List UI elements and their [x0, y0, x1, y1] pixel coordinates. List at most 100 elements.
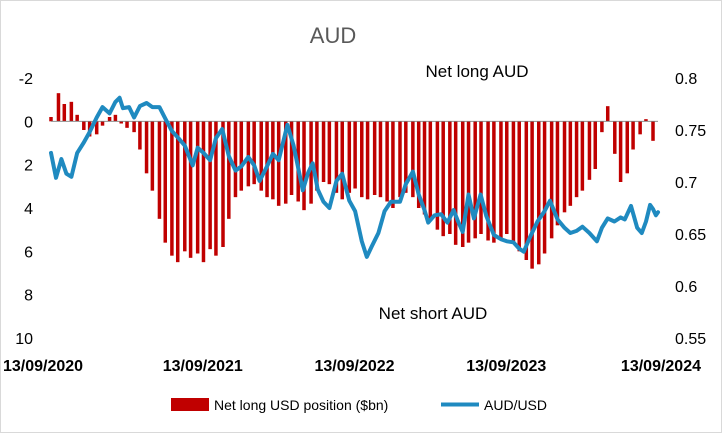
bar-86: [593, 121, 598, 169]
bar-90: [618, 121, 623, 182]
line-layer: [49, 95, 660, 259]
bar-25: [208, 121, 212, 250]
bar-17: [157, 121, 162, 219]
bar-82: [568, 121, 573, 206]
x-tick-0: 13/09/2020: [3, 358, 83, 375]
bar-42: [315, 121, 319, 191]
bar-61: [435, 121, 440, 230]
bar-68: [479, 121, 483, 234]
bar-3: [69, 101, 74, 122]
bar-2: [62, 104, 67, 122]
chart-title: AUD: [310, 23, 356, 48]
bar-50: [365, 121, 370, 200]
bar-10: [113, 114, 118, 122]
bar-13: [132, 121, 136, 133]
bar-60: [428, 121, 433, 221]
bar-66: [466, 121, 471, 243]
bar-70: [492, 121, 496, 243]
bar-43: [321, 121, 326, 182]
bar-15: [144, 121, 149, 174]
bar-74: [517, 121, 521, 252]
bar-65: [460, 121, 465, 247]
right-tick-0: 0.8: [675, 71, 697, 88]
left-tick-5: 8: [24, 288, 33, 305]
bar-73: [511, 121, 516, 243]
bar-95: [651, 121, 655, 141]
bar-85: [587, 121, 592, 180]
bar-62: [441, 121, 445, 237]
bar-21: [183, 121, 187, 252]
bar-32: [252, 121, 256, 185]
bar-71: [499, 121, 503, 239]
right-tick-1: 0.75: [675, 123, 706, 140]
bar-91: [625, 121, 630, 174]
right-tick-4: 0.6: [675, 279, 697, 296]
bar-8: [100, 121, 105, 126]
bar-87: [600, 121, 604, 133]
bar-52: [378, 121, 383, 198]
bar-7: [94, 121, 99, 135]
bar-11: [119, 121, 123, 124]
bar-76: [530, 121, 534, 269]
x-tick-3: 13/09/2023: [466, 358, 546, 375]
bar-64: [453, 121, 458, 245]
bar-5: [82, 121, 86, 130]
bar-94: [644, 119, 648, 122]
left-tick-3: 4: [24, 201, 33, 218]
bar-56: [404, 121, 408, 193]
bar-30: [239, 121, 244, 191]
bar-48: [353, 121, 357, 189]
bar-54: [391, 121, 395, 208]
x-tick-1: 13/09/2021: [163, 358, 243, 375]
bar-84: [580, 121, 585, 191]
bar-51: [372, 121, 377, 195]
x-axis-ticks: 13/09/2020 13/09/2021 13/09/2022 13/09/2023…: [3, 358, 701, 375]
right-tick-3: 0.65: [675, 227, 706, 244]
annotation-net-short: Net short AUD: [379, 304, 488, 323]
bar-88: [605, 106, 610, 122]
bar-47: [347, 121, 352, 193]
legend: Net long USD position ($bn) AUD/USD: [171, 397, 547, 413]
bar-45: [334, 121, 339, 193]
bar-81: [562, 121, 567, 213]
bar-63: [448, 121, 452, 234]
right-tick-5: 0.55: [675, 331, 706, 348]
left-tick-1: 0: [24, 114, 33, 131]
bar-75: [524, 121, 529, 260]
bar-58: [416, 121, 421, 208]
bar-16: [150, 121, 155, 191]
bar-40: [302, 121, 306, 211]
bar-77: [537, 121, 541, 265]
bar-36: [276, 121, 281, 206]
bar-57: [411, 121, 415, 198]
bar-37: [283, 121, 288, 204]
bar-28: [227, 121, 231, 219]
bar-24: [201, 121, 206, 263]
bar-12: [125, 121, 129, 128]
left-tick-2: 2: [24, 158, 33, 175]
bar-38: [289, 121, 294, 195]
x-tick-4: 13/09/2024: [621, 358, 701, 375]
bar-44: [327, 121, 332, 185]
bar-35: [271, 121, 275, 200]
bar-14: [138, 121, 142, 150]
bar-4: [75, 114, 79, 122]
bar-33: [259, 121, 263, 191]
bar-31: [246, 121, 251, 187]
bar-80: [555, 121, 560, 226]
legend-bar-label: Net long USD position ($bn): [214, 397, 388, 413]
bar-53: [385, 121, 389, 202]
bar-22: [188, 121, 193, 258]
bar-93: [638, 121, 642, 135]
audusd-line: [49, 95, 660, 259]
bar-79: [549, 121, 554, 239]
bar-67: [473, 121, 477, 239]
legend-line-label: AUD/USD: [484, 397, 547, 413]
bar-72: [505, 121, 509, 234]
bar-49: [360, 121, 364, 198]
bar-23: [195, 121, 200, 254]
legend-bar-swatch: [171, 398, 209, 411]
bar-46: [340, 121, 344, 200]
